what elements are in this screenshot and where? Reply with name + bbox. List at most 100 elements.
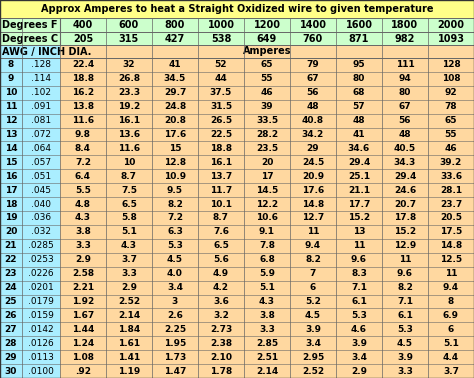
Text: 52: 52 [215,60,227,70]
Bar [382,211,428,225]
Text: 3.9: 3.9 [397,353,413,362]
Text: 2.38: 2.38 [210,339,232,348]
Text: 5.5: 5.5 [75,186,91,195]
Bar [244,253,290,267]
Bar [382,253,428,267]
Bar [152,239,198,253]
Bar [336,183,382,197]
Text: 2.73: 2.73 [210,325,232,334]
Text: 29.4: 29.4 [348,158,370,167]
Bar [22,322,60,336]
Bar [106,267,152,280]
Text: 40.8: 40.8 [302,116,324,125]
Bar [244,114,290,127]
Bar [106,197,152,211]
Bar [244,225,290,239]
Bar [382,72,428,86]
Bar [198,72,244,86]
Text: 4.5: 4.5 [305,311,321,320]
Text: 24.8: 24.8 [164,102,186,111]
Bar [244,72,290,86]
Bar [244,58,290,72]
Text: 1.84: 1.84 [118,325,140,334]
Text: 111: 111 [396,60,414,70]
Bar [244,183,290,197]
Bar [152,127,198,141]
Text: 5.6: 5.6 [213,255,229,264]
Text: 9.8: 9.8 [75,130,91,139]
Bar [428,225,474,239]
Text: 3.7: 3.7 [443,367,459,376]
Text: .064: .064 [31,144,51,153]
Text: 800: 800 [165,20,185,30]
Text: 3.4: 3.4 [351,353,367,362]
Bar [290,197,336,211]
Text: 1.24: 1.24 [72,339,94,348]
Bar [60,169,106,183]
Bar [382,155,428,169]
Bar [428,141,474,155]
Text: 3.7: 3.7 [121,255,137,264]
Bar [106,336,152,350]
Text: 23.3: 23.3 [118,88,140,97]
Bar [290,100,336,114]
Bar [428,72,474,86]
Text: 13: 13 [5,130,17,139]
Text: 22.4: 22.4 [72,60,94,70]
Bar [0,100,22,114]
Text: 2.9: 2.9 [75,255,91,264]
Text: 25: 25 [5,297,17,306]
Text: 2.21: 2.21 [72,283,94,292]
Text: 23.5: 23.5 [256,144,278,153]
Text: 3.2: 3.2 [213,311,229,320]
Bar [0,58,22,72]
Bar [60,18,106,32]
Text: 14.5: 14.5 [256,186,278,195]
Text: 11: 11 [445,269,457,278]
Bar [336,127,382,141]
Bar [244,155,290,169]
Text: .114: .114 [31,74,51,84]
Bar [290,18,336,32]
Text: 3.4: 3.4 [305,339,321,348]
Bar [198,308,244,322]
Bar [152,294,198,308]
Text: 18.8: 18.8 [72,74,94,84]
Text: 20.7: 20.7 [394,200,416,209]
Text: 5.1: 5.1 [443,339,459,348]
Bar [152,308,198,322]
Bar [106,18,152,32]
Bar [428,322,474,336]
Bar [336,294,382,308]
Bar [60,58,106,72]
Text: 1.92: 1.92 [72,297,94,306]
Text: 20.8: 20.8 [164,116,186,125]
Bar [0,32,60,45]
Bar [382,225,428,239]
Bar [60,72,106,86]
Text: 5.2: 5.2 [305,297,321,306]
Bar [198,253,244,267]
Text: 2.14: 2.14 [256,367,278,376]
Bar [152,155,198,169]
Bar [152,141,198,155]
Text: 2000: 2000 [438,20,465,30]
Text: 1.47: 1.47 [164,367,186,376]
Bar [382,141,428,155]
Bar [60,45,474,58]
Text: .102: .102 [31,88,51,97]
Text: 6.4: 6.4 [75,172,91,181]
Text: 46: 46 [261,88,273,97]
Bar [336,336,382,350]
Text: 22: 22 [5,255,17,264]
Bar [336,141,382,155]
Text: 19.2: 19.2 [118,102,140,111]
Bar [22,114,60,127]
Bar [428,18,474,32]
Text: 11.6: 11.6 [72,116,94,125]
Text: 16.2: 16.2 [72,88,94,97]
Bar [106,183,152,197]
Text: 11: 11 [353,241,365,250]
Text: 20: 20 [5,228,17,236]
Bar [428,155,474,169]
